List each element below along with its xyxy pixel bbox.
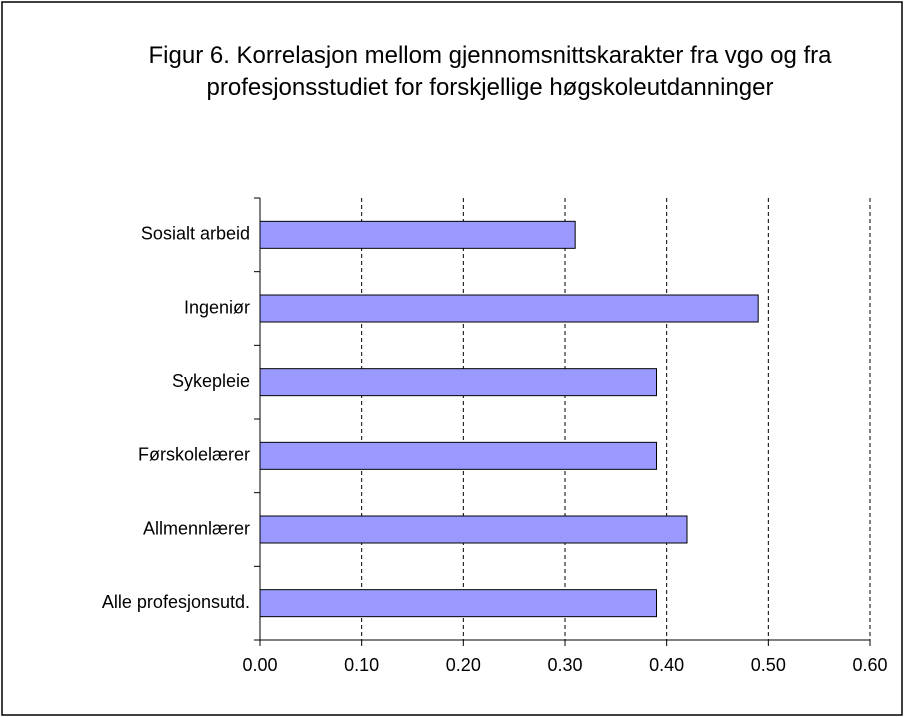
y-tick-label: Alle profesjonsutd. — [102, 592, 250, 612]
y-tick-label: Sosialt arbeid — [141, 224, 250, 244]
x-tick-label: 0.50 — [751, 655, 786, 675]
chart-title: Figur 6. Korrelasjon mellom gjennomsnitt… — [148, 42, 832, 101]
y-tick-label: Førskolelærer — [138, 445, 250, 465]
y-tick-label: Allmennlærer — [143, 518, 250, 538]
bar — [259, 294, 759, 323]
y-tick-label: Ingeniør — [184, 297, 250, 317]
bar — [259, 220, 576, 249]
x-tick-label: 0.10 — [344, 655, 379, 675]
x-tick-label: 0.20 — [446, 655, 481, 675]
x-tick-label: 0.40 — [649, 655, 684, 675]
x-tick-label: 0.00 — [242, 655, 277, 675]
bar — [259, 441, 657, 470]
bar — [259, 515, 688, 544]
bar — [259, 589, 657, 618]
x-tick-label: 0.30 — [547, 655, 582, 675]
y-tick-label: Sykepleie — [172, 371, 250, 391]
x-tick-label: 0.60 — [852, 655, 887, 675]
bar — [259, 368, 657, 397]
